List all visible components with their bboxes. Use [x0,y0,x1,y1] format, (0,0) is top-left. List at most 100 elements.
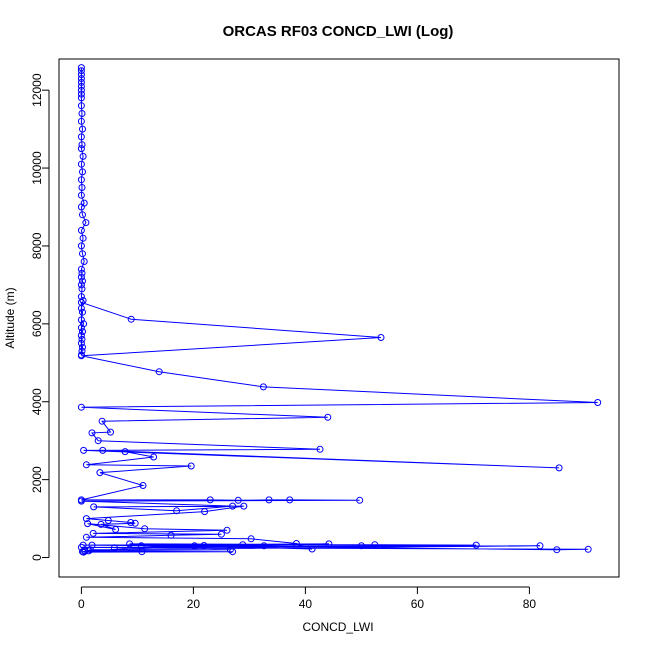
data-point [79,168,86,176]
data-point [325,540,333,548]
data-point [78,335,86,343]
data-point [371,541,379,549]
data-point [356,496,364,504]
x-axis: 0 20 40 60 80 [78,586,537,611]
data-point [223,526,231,534]
data-point [80,320,88,328]
series-group [77,64,602,556]
data-point [79,328,86,336]
data-point [206,496,214,504]
data-point [131,519,139,527]
data-point [167,531,175,539]
data-point [77,94,85,102]
data-point [126,540,134,548]
data-point [201,508,209,516]
data-point [77,281,85,289]
data-point [77,298,85,306]
data-point [77,160,85,168]
data-point [84,520,92,528]
data-point [78,110,86,117]
data-point [77,352,85,360]
data-point [77,102,85,110]
data-point [260,542,268,550]
data-point [79,548,86,556]
data-point [77,332,85,339]
series-line [80,67,598,553]
data-point [79,234,87,242]
data-point [88,429,96,437]
data-point [77,78,85,86]
data-point [77,75,85,82]
data-point [77,403,85,411]
data-point [79,343,86,351]
x-tick-label: 80 [523,597,537,611]
plot-frame [58,58,620,578]
data-point [77,203,85,211]
data-point [77,64,85,72]
data-point [536,542,544,550]
data-point [82,461,90,469]
data-point [77,133,85,141]
data-point [229,548,237,556]
data-point [127,519,135,526]
data-point [79,211,86,219]
data-point [90,503,98,511]
data-point [226,546,234,554]
data-point [77,117,85,125]
data-point [77,86,85,94]
data-point [79,297,87,304]
data-point [316,445,324,453]
data-point [240,502,248,510]
data-point [77,339,85,347]
data-point [121,448,129,456]
x-tick-label: 0 [78,597,85,611]
data-point [77,71,85,79]
data-point [99,446,107,454]
data-point [259,383,267,391]
data-point [584,545,592,553]
data-point [79,125,86,133]
data-point [82,533,90,541]
data-point [107,428,114,436]
y-tick-label: 10000 [30,151,44,185]
data-point [77,191,85,199]
data-point [308,545,316,553]
data-point [78,184,86,191]
data-point [292,540,300,547]
data-point [110,544,118,552]
data-point [77,265,85,273]
y-tick-label: 12000 [30,73,44,107]
x-axis-label: CONCD_LWI [302,620,373,634]
data-point [77,316,85,324]
data-point [89,529,97,537]
data-point [247,535,255,543]
data-point [78,285,86,293]
data-point [187,462,195,470]
data-point [472,541,480,549]
data-point [265,496,273,504]
data-point [97,520,105,528]
data-point [138,548,146,556]
x-tick-label: 20 [187,597,201,611]
data-point [77,226,85,234]
y-axis-label: Altitude (m) [3,287,17,348]
data-point [78,269,86,277]
data-point [324,413,332,421]
data-point [217,530,225,538]
data-point [229,502,237,510]
data-point [77,324,85,332]
data-point [94,437,102,445]
data-point [239,541,247,549]
data-point [79,250,86,258]
y-axis: 0 2000 4000 6000 8000 10000 12000 [30,73,50,561]
data-point [77,90,85,98]
data-point [77,67,85,75]
data-point [80,258,88,265]
data-point [82,515,90,523]
data-point [173,507,181,515]
data-point [127,315,135,323]
data-point [77,242,85,250]
y-tick-label: 8000 [30,232,44,259]
y-tick-label: 4000 [30,388,44,415]
